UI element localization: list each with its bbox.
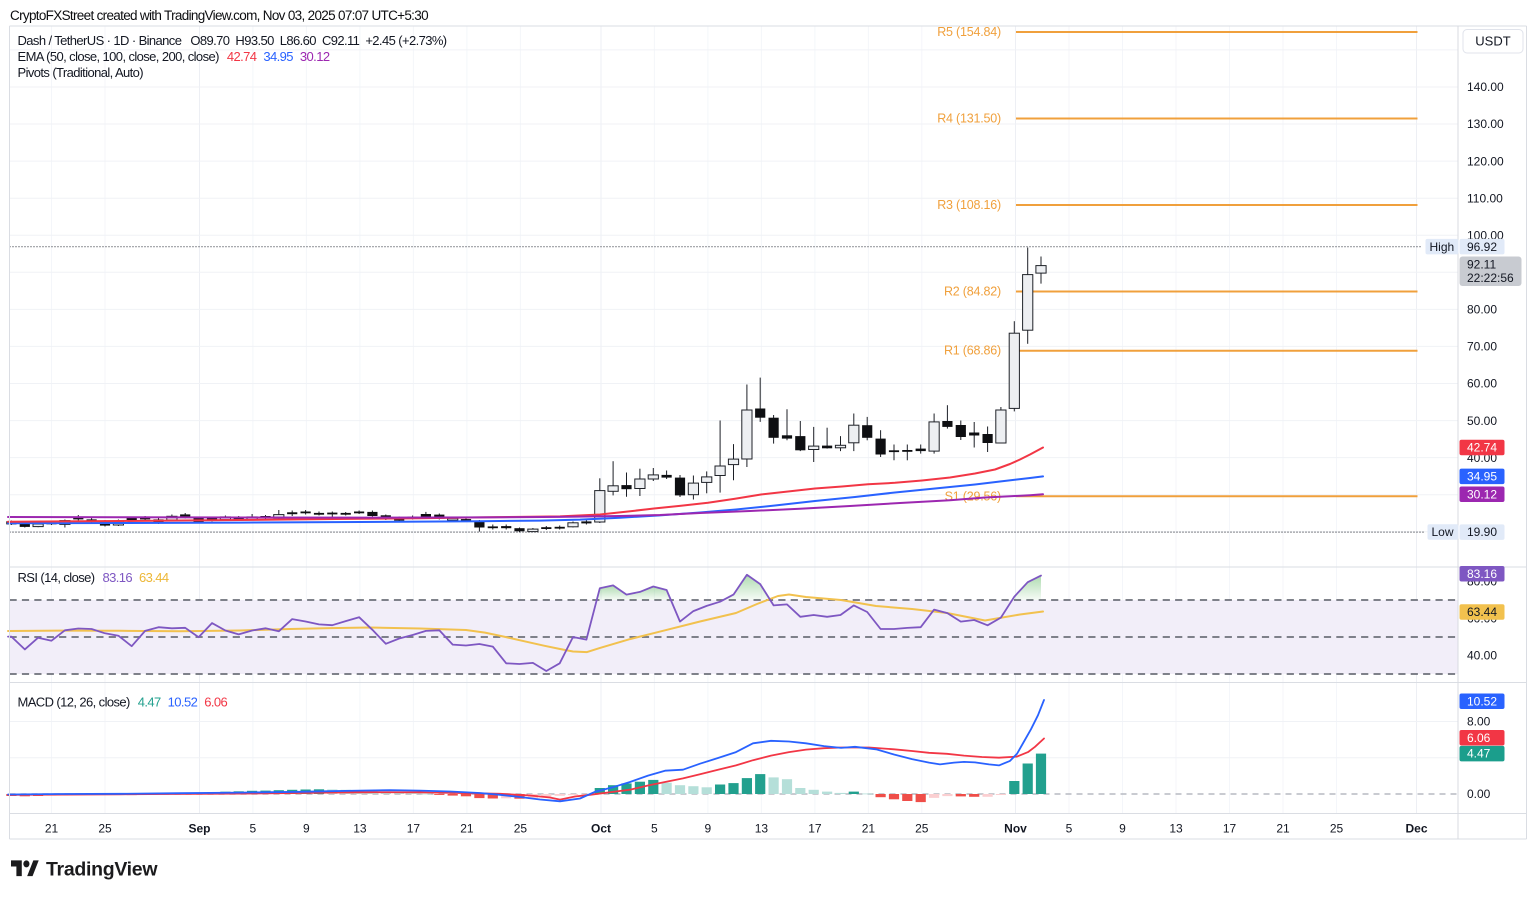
svg-text:5: 5 (651, 821, 658, 835)
svg-text:130.00: 130.00 (1467, 117, 1504, 131)
svg-text:9: 9 (705, 821, 712, 835)
svg-text:Pivots (Traditional, Auto): Pivots (Traditional, Auto) (18, 65, 144, 80)
svg-text:Nov: Nov (1004, 821, 1027, 835)
svg-text:83.16: 83.16 (1467, 567, 1497, 581)
svg-text:40.00: 40.00 (1467, 649, 1497, 663)
svg-text:5: 5 (1066, 821, 1073, 835)
svg-text:13: 13 (755, 821, 769, 835)
svg-text:13: 13 (1169, 821, 1183, 835)
svg-text:17: 17 (1223, 821, 1237, 835)
svg-text:High: High (1430, 240, 1455, 254)
svg-text:92.11: 92.11 (1467, 257, 1496, 271)
svg-text:60.00: 60.00 (1467, 377, 1497, 391)
svg-text:4.47: 4.47 (1467, 747, 1491, 761)
svg-text:Dec: Dec (1405, 821, 1427, 835)
svg-text:0.00: 0.00 (1467, 787, 1491, 801)
svg-text:9: 9 (303, 821, 310, 835)
svg-text:Low: Low (1432, 525, 1454, 539)
svg-text:R1 (68.86): R1 (68.86) (944, 344, 1001, 358)
svg-text:Sep: Sep (188, 821, 210, 835)
svg-text:R5 (154.84): R5 (154.84) (937, 25, 1001, 39)
svg-text:R2 (84.82): R2 (84.82) (944, 285, 1001, 299)
svg-text:120.00: 120.00 (1467, 154, 1504, 168)
svg-text:22:22:56: 22:22:56 (1467, 271, 1514, 285)
svg-text:34.95: 34.95 (1467, 470, 1497, 484)
svg-text:Oct: Oct (591, 821, 611, 835)
svg-text:TradingView: TradingView (46, 859, 158, 881)
svg-text:19.90: 19.90 (1467, 525, 1497, 539)
svg-text:25: 25 (1330, 821, 1344, 835)
svg-text:21: 21 (1276, 821, 1290, 835)
svg-text:17: 17 (808, 821, 822, 835)
svg-text:CryptoFXStreet created with Tr: CryptoFXStreet created with TradingView.… (10, 8, 428, 23)
svg-text:13: 13 (353, 821, 367, 835)
svg-text:Dash / TetherUS · 1D · Binance: Dash / TetherUS · 1D · Binance O89.70 H93.… (18, 33, 447, 48)
svg-text:21: 21 (862, 821, 876, 835)
svg-text:70.00: 70.00 (1467, 340, 1497, 354)
svg-text:EMA (50, close, 100, close, 20: EMA (50, close, 100, close, 200, close) 4… (18, 49, 330, 64)
svg-text:140.00: 140.00 (1467, 80, 1504, 94)
svg-text:8.00: 8.00 (1467, 715, 1491, 729)
svg-text:R3 (108.16): R3 (108.16) (937, 198, 1001, 212)
svg-text:110.00: 110.00 (1467, 191, 1503, 205)
svg-text:50.00: 50.00 (1467, 414, 1497, 428)
svg-text:USDT: USDT (1475, 34, 1510, 49)
svg-text:42.74: 42.74 (1467, 441, 1497, 455)
svg-text:25: 25 (514, 821, 528, 835)
svg-text:21: 21 (460, 821, 474, 835)
svg-text:80.00: 80.00 (1467, 303, 1497, 317)
svg-text:21: 21 (45, 821, 59, 835)
svg-text:96.92: 96.92 (1467, 240, 1497, 254)
svg-text:9: 9 (1119, 821, 1126, 835)
svg-text:6.06: 6.06 (1467, 731, 1491, 745)
svg-text:17: 17 (407, 821, 421, 835)
svg-text:25: 25 (98, 821, 112, 835)
svg-text:30.12: 30.12 (1467, 487, 1497, 501)
svg-text:25: 25 (915, 821, 929, 835)
svg-text:10.52: 10.52 (1467, 694, 1497, 708)
svg-text:5: 5 (250, 821, 257, 835)
svg-text:63.44: 63.44 (1467, 605, 1497, 619)
svg-text:R4 (131.50): R4 (131.50) (937, 112, 1001, 126)
